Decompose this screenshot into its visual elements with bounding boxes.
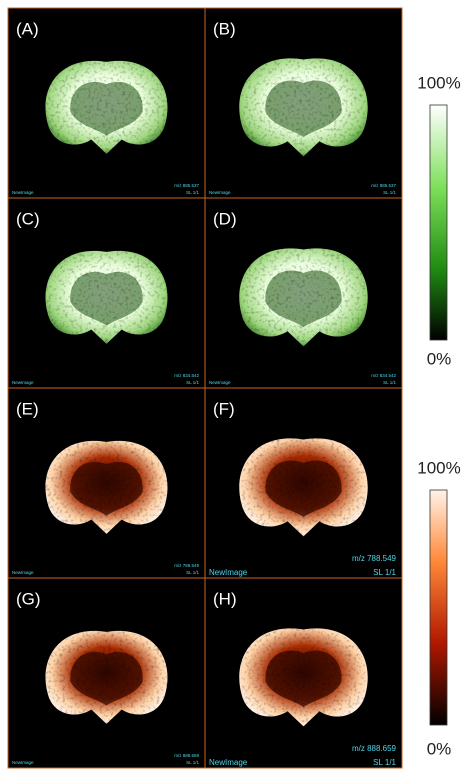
image-name: NewImage bbox=[209, 190, 231, 195]
image-panel: (A) NewImage m/z 885.537 SL 1/1 bbox=[8, 8, 205, 198]
image-name: NewImage bbox=[209, 380, 231, 385]
image-name: NewImage bbox=[12, 760, 34, 765]
slice-label: SL 1/1 bbox=[383, 190, 396, 195]
image-panel: (E) NewImage m/z 788.549 SL 1/1 bbox=[8, 388, 205, 578]
image-name: NewImage bbox=[12, 570, 34, 575]
speckle-texture bbox=[45, 52, 169, 162]
panel-label: (G) bbox=[16, 589, 41, 608]
slice-label: SL 1/1 bbox=[186, 760, 199, 765]
image-name: NewImage bbox=[12, 380, 34, 385]
image-panel: (H) NewImage m/z 888.659 SL 1/1 bbox=[205, 578, 402, 768]
colorbar bbox=[430, 490, 447, 725]
speckle-texture bbox=[242, 432, 366, 542]
panel-label: (D) bbox=[213, 209, 237, 228]
slice-label: SL 1/1 bbox=[186, 190, 199, 195]
mz-label: m/z 788.549 bbox=[352, 554, 397, 563]
speckle-texture bbox=[45, 622, 169, 732]
colorbar-max-label: 100% bbox=[417, 73, 460, 92]
speckle-texture bbox=[45, 242, 169, 352]
image-name: NewImage bbox=[12, 190, 34, 195]
figure: (A) NewImage m/z 885.537 SL 1/1 (B) NewImage m… bbox=[0, 0, 470, 769]
panel-label: (E) bbox=[16, 399, 39, 418]
image-panel: (C) NewImage m/z 834.542 SL 1/1 bbox=[8, 198, 205, 388]
panel-label: (C) bbox=[16, 209, 40, 228]
speckle-texture bbox=[242, 52, 366, 162]
image-panel: (D) NewImage m/z 834.542 SL 1/1 bbox=[205, 198, 402, 388]
image-panel: (G) NewImage m/z 888.659 SL 1/1 bbox=[8, 578, 205, 768]
image-name: NewImage bbox=[209, 758, 248, 767]
mz-label: m/z 885.537 bbox=[371, 183, 396, 188]
speckle-texture bbox=[45, 432, 169, 542]
panel-grid: (A) NewImage m/z 885.537 SL 1/1 (B) NewImage m… bbox=[8, 8, 402, 768]
colorbar-min-label: 0% bbox=[427, 739, 452, 758]
panel-label: (H) bbox=[213, 589, 237, 608]
slice-label: SL 1/1 bbox=[373, 568, 396, 577]
colorbar-min-label: 0% bbox=[427, 349, 452, 368]
mz-label: m/z 885.537 bbox=[174, 183, 199, 188]
mz-label: m/z 834.542 bbox=[371, 373, 396, 378]
image-name: NewImage bbox=[209, 568, 248, 577]
panel-label: (F) bbox=[213, 399, 235, 418]
mz-label: m/z 834.542 bbox=[174, 373, 199, 378]
slice-label: SL 1/1 bbox=[186, 380, 199, 385]
panel-label: (A) bbox=[16, 19, 39, 38]
mz-label: m/z 888.659 bbox=[174, 753, 199, 758]
mz-label: m/z 788.549 bbox=[174, 563, 199, 568]
speckle-texture bbox=[242, 622, 366, 732]
panel-label: (B) bbox=[213, 19, 236, 38]
image-panel: (F) NewImage m/z 788.549 SL 1/1 bbox=[205, 388, 402, 578]
image-panel: (B) NewImage m/z 885.537 SL 1/1 bbox=[205, 8, 402, 198]
colorbar bbox=[430, 105, 447, 340]
speckle-texture bbox=[242, 242, 366, 352]
colorbar-max-label: 100% bbox=[417, 458, 460, 477]
slice-label: SL 1/1 bbox=[373, 758, 396, 767]
slice-label: SL 1/1 bbox=[186, 570, 199, 575]
mz-label: m/z 888.659 bbox=[352, 744, 397, 753]
slice-label: SL 1/1 bbox=[383, 380, 396, 385]
